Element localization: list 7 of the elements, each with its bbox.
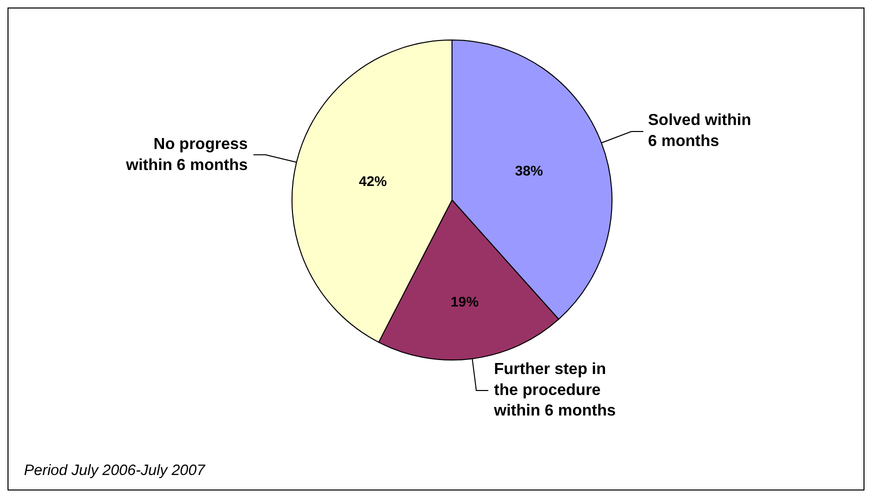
data-label: 42% <box>358 172 388 189</box>
data-label: 38% <box>514 162 544 178</box>
slice-label: Further step in the procedure within 6 months <box>493 361 616 420</box>
text: Period July 2006-July 2007 <box>24 462 206 479</box>
slice-label: Solved within 6 months <box>648 112 752 150</box>
slice-label: No progress within 6 months <box>125 136 248 174</box>
data-label: 19% <box>450 293 480 310</box>
